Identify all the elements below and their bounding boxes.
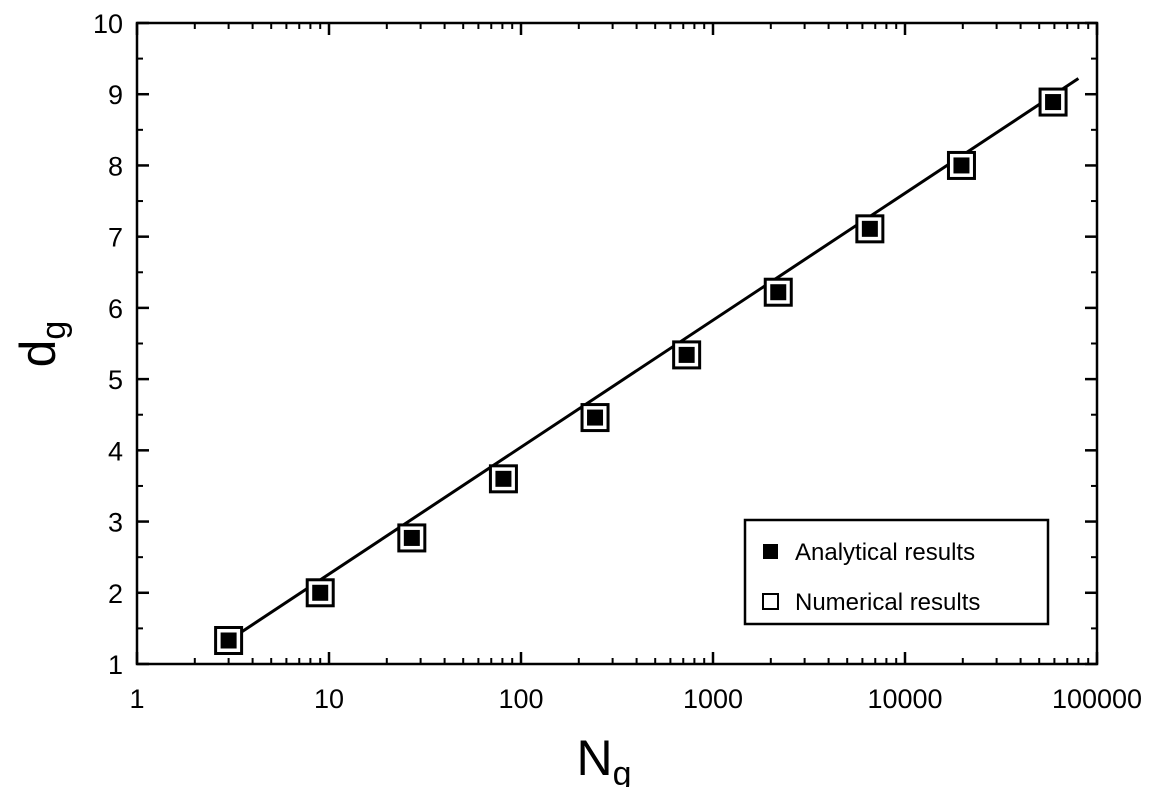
legend-open-square-icon [762, 593, 779, 610]
legend-label-numerical: Numerical results [795, 589, 980, 616]
tick-labels: 1 10 100 1000 10000 100000 1 2 3 4 5 6 7 8 9 10 [93, 9, 1142, 714]
numerical-point [488, 464, 518, 494]
y-axis-title-main: d [10, 340, 66, 368]
x-tick-label: 10 [314, 684, 344, 714]
analytical-point [953, 157, 970, 174]
y-tick-label: 4 [108, 436, 123, 466]
x-tick-label: 100 [498, 684, 543, 714]
legend-label-analytical: Analytical results [795, 539, 975, 566]
x-tick-label: 10000 [867, 684, 942, 714]
x-axis-title: Ng [576, 730, 631, 787]
fit-line-layer [227, 77, 1080, 642]
numerical-point [763, 277, 793, 307]
y-tick-label: 8 [108, 151, 123, 181]
y-tick-label: 2 [108, 579, 123, 609]
ticks [135, 21, 1099, 666]
x-axis-title-sub: g [613, 755, 632, 787]
y-tick-label: 5 [108, 365, 123, 395]
x-axis-title-main: N [576, 730, 612, 786]
numerical-point [946, 150, 976, 180]
y-tick-label: 7 [108, 223, 123, 253]
analytical-point [861, 220, 878, 237]
y-tick-label: 9 [108, 80, 123, 110]
y-tick-label: 3 [108, 508, 123, 538]
y-axis-title: dg [10, 321, 73, 368]
legend-filled-square-icon [763, 544, 778, 559]
markers [214, 87, 1068, 655]
fit-line [227, 77, 1080, 642]
y-tick-label: 6 [108, 294, 123, 324]
y-tick-label: 1 [108, 650, 123, 680]
legend: Analytical results Numerical results [743, 518, 1050, 626]
legend-box [743, 518, 1050, 626]
analytical-point [770, 284, 787, 301]
analytical-point [495, 470, 512, 487]
analytical-point [587, 409, 604, 426]
x-tick-label: 1000 [683, 684, 743, 714]
numerical-point [1038, 87, 1068, 117]
x-tick-label: 1 [129, 684, 144, 714]
analytical-point [678, 346, 695, 363]
y-tick-label: 10 [93, 9, 123, 39]
x-tick-label: 100000 [1052, 684, 1142, 714]
y-axis-title-sub: g [35, 321, 73, 340]
analytical-point [312, 584, 329, 601]
analytical-point [403, 529, 420, 546]
analytical-point [1045, 94, 1062, 111]
analytical-point [220, 632, 237, 649]
